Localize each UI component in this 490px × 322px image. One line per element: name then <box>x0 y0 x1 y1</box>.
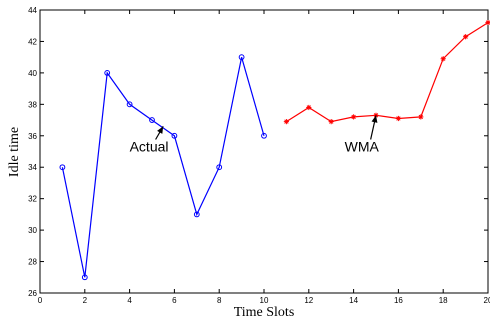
data-point-wma <box>306 104 312 111</box>
series-line-actual <box>61 57 265 278</box>
x-tick-label: 10 <box>260 296 269 305</box>
y-tick-label: 42 <box>28 37 37 46</box>
data-point-actual <box>261 132 267 139</box>
x-tick-label: 20 <box>484 296 490 305</box>
x-tick-label: 8 <box>217 296 222 305</box>
data-point-wma <box>463 34 469 40</box>
data-point-actual <box>216 164 223 171</box>
data-point-wma <box>395 115 401 122</box>
y-tick-label: 44 <box>28 6 37 15</box>
y-tick-label: 34 <box>28 163 37 172</box>
annotation-label-wma: WMA <box>345 139 380 155</box>
y-tick-label: 38 <box>28 100 37 109</box>
y-tick-label: 36 <box>28 132 37 141</box>
axis-ticks: 0 2 4 6 8 10 12 14 16 18 20 26 28 30 32 34 36 38 40 42 44 <box>28 6 490 305</box>
data-point-wma <box>418 114 424 120</box>
data-point-actual <box>193 211 200 218</box>
plot-area <box>39 9 489 294</box>
annotation-arrowhead-wma <box>371 115 378 123</box>
y-axis-title: Idle time <box>7 127 22 177</box>
y-tick-label: 32 <box>28 195 37 204</box>
x-axis-title: Time Slots <box>234 305 295 320</box>
data-point-actual <box>104 69 111 76</box>
annotation-layer: Actual WMA <box>130 115 380 155</box>
x-tick-label: 14 <box>349 296 358 305</box>
series-line-wma <box>286 22 489 123</box>
x-tick-label: 18 <box>439 296 448 305</box>
annotation-label-actual: Actual <box>130 139 169 155</box>
data-point-actual <box>126 101 133 108</box>
series-layer <box>59 19 490 281</box>
data-point-wma <box>440 56 446 62</box>
x-tick-label: 2 <box>83 296 88 305</box>
x-tick-label: 4 <box>127 296 132 305</box>
y-tick-label: 30 <box>28 226 37 235</box>
annotation-arrowhead-actual <box>157 126 164 134</box>
y-tick-label: 40 <box>28 69 37 78</box>
y-tick-label: 26 <box>28 289 37 298</box>
x-tick-label: 12 <box>304 296 313 305</box>
data-point-actual <box>59 164 66 171</box>
x-tick-label: 0 <box>38 296 43 305</box>
x-tick-label: 16 <box>394 296 403 305</box>
data-point-actual <box>171 132 178 139</box>
data-point-wma <box>351 114 357 120</box>
data-point-wma <box>283 119 289 125</box>
data-point-wma <box>328 119 334 125</box>
data-point-actual <box>81 274 88 281</box>
x-tick-label: 6 <box>172 296 177 305</box>
data-point-actual <box>149 117 155 123</box>
data-point-actual <box>238 54 245 61</box>
y-tick-label: 28 <box>28 258 37 267</box>
